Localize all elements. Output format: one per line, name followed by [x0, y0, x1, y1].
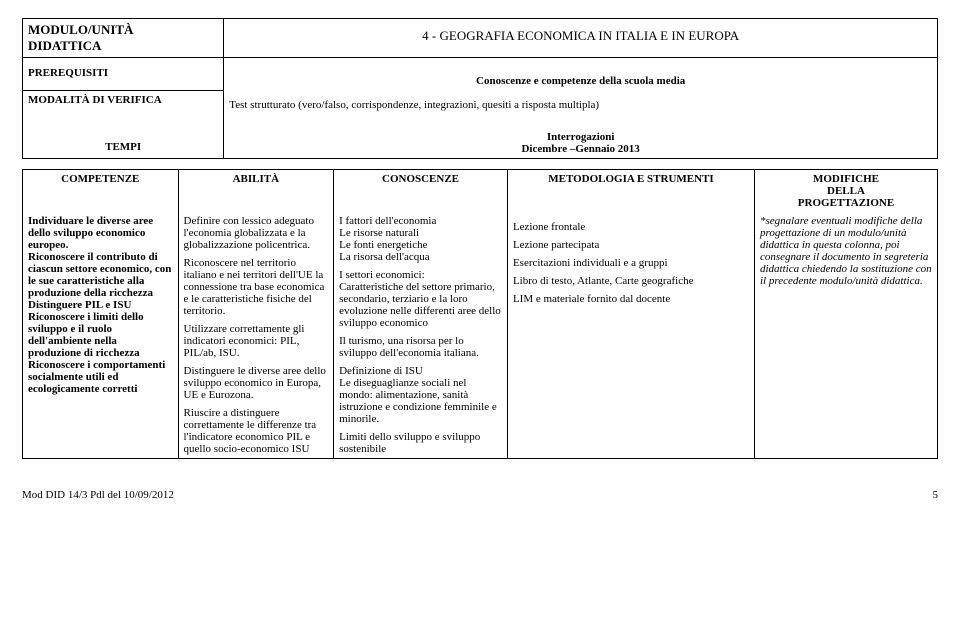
modalita-text: Test strutturato (vero/falso, corrispond… [229, 99, 599, 111]
conoscenze-p3: Le fonti energetiche [339, 239, 427, 251]
metodologia-p3: Esercitazioni individuali e a gruppi [513, 257, 668, 269]
head-modifiche: MODIFICHE DELLA PROGETTAZIONE [754, 170, 937, 213]
tempi-line2: Dicembre –Gennaio 2013 [229, 143, 932, 155]
module-header-table: MODULO/UNITÀ DIDATTICA 4 - GEOGRAFIA ECO… [22, 18, 938, 159]
module-label-cell: MODULO/UNITÀ DIDATTICA [23, 19, 224, 58]
competenze-p5: Riconoscere i comportamenti socialmente … [28, 359, 165, 395]
conoscenze-p6: Caratteristiche del settore primario, se… [339, 281, 501, 329]
cell-metodologia: Lezione frontale Lezione partecipata Ese… [507, 212, 754, 459]
abilita-p4: Distinguere le diverse aree dello svilup… [184, 365, 326, 401]
tempi-text-cell: Interrogazioni Dicembre –Gennaio 2013 [224, 114, 938, 159]
conoscenze-p4: La risorsa dell'acqua [339, 251, 430, 263]
metodologia-p2: Lezione partecipata [513, 239, 599, 251]
cell-modifiche: *segnalare eventuali modifiche della pro… [754, 212, 937, 459]
tempi-label-cell: TEMPI [23, 114, 224, 159]
competenze-p2: Riconoscere il contributo di ciascun set… [28, 251, 171, 299]
metodologia-p4: Libro di testo, Atlante, Carte geografic… [513, 275, 694, 287]
head-conoscenze: CONOSCENZE [334, 170, 508, 213]
prereq-label: PREREQUISITI [28, 67, 108, 79]
metodologia-p5: LIM e materiale fornito dal docente [513, 293, 670, 305]
module-title: 4 - GEOGRAFIA ECONOMICA IN ITALIA E IN E… [422, 28, 739, 43]
footer-page-number: 5 [933, 489, 939, 501]
competenze-p1: Individuare le diverse aree dello svilup… [28, 215, 153, 251]
head-modifiche-l3: PROGETTAZIONE [798, 197, 894, 209]
modalita-label: MODALITÀ DI VERIFICA [28, 94, 162, 106]
prereq-label-cell: PREREQUISITI [23, 58, 224, 91]
prereq-text-cell: Conoscenze e competenze della scuola med… [224, 58, 938, 91]
conoscenze-p10: Limiti dello sviluppo e sviluppo sosteni… [339, 431, 480, 455]
module-title-cell: 4 - GEOGRAFIA ECONOMICA IN ITALIA E IN E… [224, 19, 938, 58]
conoscenze-p1: I fattori dell'economia [339, 215, 436, 227]
cell-competenze: Individuare le diverse aree dello svilup… [23, 212, 179, 459]
modifiche-p1b: modulo/unità didattica. [819, 275, 922, 287]
prereq-text: Conoscenze e competenze della scuola med… [476, 75, 685, 87]
module-label-line1: MODULO/UNITÀ [28, 22, 133, 37]
tempi-line1: Interrogazioni [229, 131, 932, 143]
modalita-text-cell: Test strutturato (vero/falso, corrispond… [224, 90, 938, 114]
table-header-row: COMPETENZE ABILITÀ CONOSCENZE METODOLOGI… [23, 170, 938, 213]
abilita-p3: Utilizzare correttamente gli indicatori … [184, 323, 305, 359]
conoscenze-p8: Definizione di ISU [339, 365, 423, 377]
tempi-label: TEMPI [28, 141, 218, 153]
conoscenze-p7: Il turismo, una risorsa per lo sviluppo … [339, 335, 479, 359]
head-modifiche-l2: DELLA [827, 185, 865, 197]
modalita-label-cell: MODALITÀ DI VERIFICA [23, 90, 224, 114]
head-abilita: ABILITÀ [178, 170, 334, 213]
content-table: COMPETENZE ABILITÀ CONOSCENZE METODOLOGI… [22, 169, 938, 459]
table-body-row: Individuare le diverse aree dello svilup… [23, 212, 938, 459]
competenze-p3: Distinguere PIL e ISU [28, 299, 131, 311]
head-modifiche-l1: MODIFICHE [813, 173, 879, 185]
head-metodologia: METODOLOGIA E STRUMENTI [507, 170, 754, 213]
conoscenze-p9: Le diseguaglianze sociali nel mondo: ali… [339, 377, 497, 425]
cell-abilita: Definire con lessico adeguato l'economia… [178, 212, 334, 459]
conoscenze-p2: Le risorse naturali [339, 227, 419, 239]
abilita-p5: Riuscire a distinguere correttamente le … [184, 407, 317, 455]
metodologia-p1: Lezione frontale [513, 221, 585, 233]
cell-conoscenze: I fattori dell'economia Le risorse natur… [334, 212, 508, 459]
abilita-p1: Definire con lessico adeguato l'economia… [184, 215, 314, 251]
module-label-line2: DIDATTICA [28, 38, 101, 53]
footer-left: Mod DID 14/3 Pdl del 10/09/2012 [22, 489, 174, 501]
competenze-p4: Riconoscere i limiti dello sviluppo e il… [28, 311, 144, 359]
conoscenze-p5: I settori economici: [339, 269, 425, 281]
abilita-p2: Riconoscere nel territorio italiano e ne… [184, 257, 325, 317]
head-competenze: COMPETENZE [23, 170, 179, 213]
page-footer: Mod DID 14/3 Pdl del 10/09/2012 5 [22, 489, 938, 501]
